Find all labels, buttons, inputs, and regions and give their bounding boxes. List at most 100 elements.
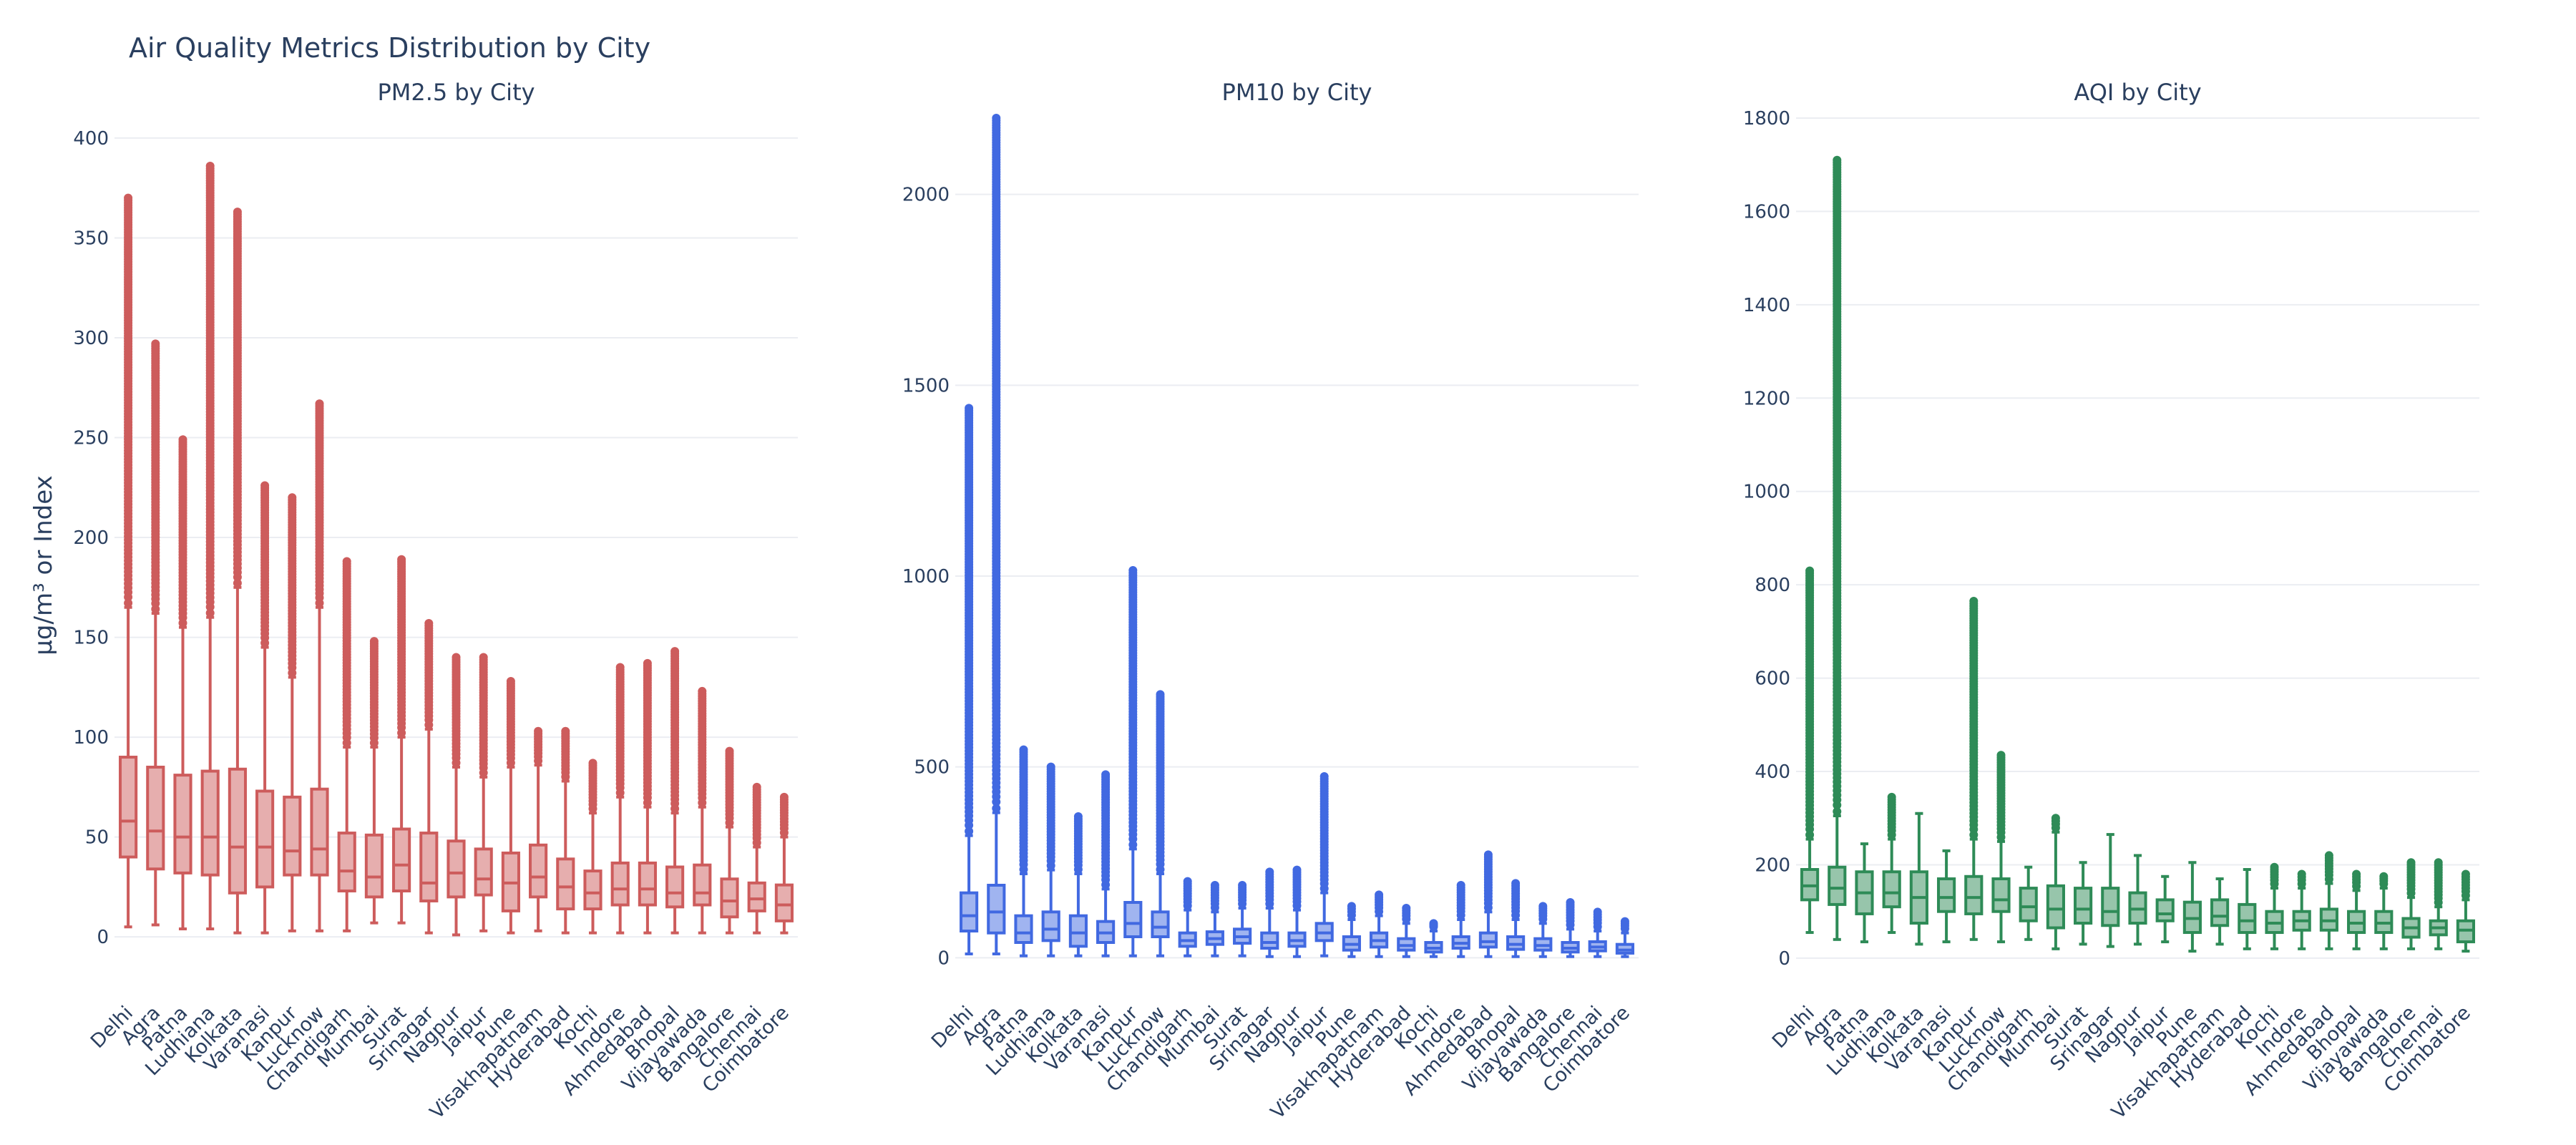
- iqr-box: [364, 833, 384, 899]
- box-visakhapatnam: [1370, 890, 1389, 958]
- y-tick-label: 1200: [1743, 388, 1790, 409]
- y-tick-label: 400: [73, 128, 109, 150]
- iqr-box: [610, 861, 630, 907]
- iqr-box: [1068, 914, 1088, 948]
- y-tick-label: 350: [73, 228, 109, 249]
- outlier-point: [1292, 865, 1302, 874]
- y-axis-label: µg/m³ or Index: [29, 475, 58, 655]
- outlier-point: [1805, 566, 1815, 575]
- outlier-point: [2270, 862, 2279, 872]
- outlier-point: [534, 726, 543, 736]
- outlier-point: [1319, 772, 1329, 781]
- box-delhi: [1800, 566, 1820, 935]
- iqr-box: [392, 827, 411, 893]
- outlier-point: [779, 792, 789, 802]
- y-tick-label: 2000: [902, 185, 950, 206]
- iqr-box: [474, 847, 493, 897]
- box-bangalore: [720, 746, 739, 935]
- box-bangalore: [1561, 898, 1580, 958]
- box-mumbai: [2046, 814, 2065, 950]
- iqr-box: [200, 769, 220, 877]
- iqr-box: [2046, 884, 2065, 930]
- iqr-box: [665, 865, 685, 909]
- box-nagpur: [447, 653, 466, 937]
- outlier-point: [205, 608, 215, 618]
- y-tick-label: 1500: [902, 375, 950, 396]
- box-surat: [1233, 881, 1252, 958]
- y-tick-label: 1600: [1743, 201, 1790, 223]
- box-kolkata: [1068, 812, 1088, 958]
- iqr-box: [146, 765, 165, 871]
- box-ludhiana: [1041, 762, 1060, 958]
- panel-3: AQI by City 0 200 400 600 800 1000 1200 1400 1600…: [1743, 79, 2479, 1124]
- outlier-point: [124, 193, 133, 203]
- iqr-box: [1828, 865, 1847, 906]
- box-surat: [2074, 861, 2093, 946]
- iqr-box: [2074, 887, 2093, 925]
- box-jaipur: [1314, 772, 1334, 958]
- box-varanasi: [255, 481, 275, 935]
- outlier-point: [342, 557, 351, 566]
- box-chennai: [747, 782, 766, 935]
- box-ludhiana: [1882, 792, 1901, 935]
- outlier-point: [643, 658, 652, 668]
- box-agra: [1828, 155, 1847, 941]
- outlier-point: [506, 676, 515, 686]
- iqr-box: [2210, 898, 2230, 927]
- box-mumbai: [1205, 881, 1224, 958]
- box-pune: [501, 676, 520, 935]
- box-coimbatore: [2456, 869, 2475, 953]
- outlier-point: [1620, 917, 1629, 926]
- box-vijayawada: [1533, 902, 1553, 958]
- box-coimbatore: [1615, 917, 1634, 958]
- box-pune: [1342, 902, 1361, 958]
- outlier-point: [2406, 858, 2416, 867]
- box-srinagar: [419, 619, 439, 935]
- iqr-box: [1478, 931, 1498, 949]
- outlier-point: [1833, 807, 1842, 816]
- outlier-point: [315, 399, 324, 409]
- iqr-box: [2238, 902, 2257, 935]
- outlier-point: [424, 619, 434, 628]
- outlier-point: [615, 663, 625, 672]
- box-hyderabad: [1397, 904, 1416, 958]
- outlier-point: [1238, 881, 1247, 890]
- outlier-point: [1456, 881, 1465, 890]
- iqr-box: [747, 881, 766, 912]
- iqr-box: [283, 795, 302, 877]
- outlier-point: [725, 746, 734, 756]
- box-varanasi: [1937, 849, 1956, 944]
- y-tick-label: 150: [73, 628, 109, 649]
- outlier-point: [561, 726, 570, 736]
- box-nagpur: [2128, 854, 2147, 946]
- box-bhopal: [2347, 869, 2366, 950]
- box-hyderabad: [556, 726, 575, 935]
- panel-title: PM2.5 by City: [377, 79, 535, 106]
- outlier-point: [1347, 902, 1356, 911]
- y-tick-label: 0: [1778, 948, 1790, 970]
- outlier-point: [1156, 690, 1165, 699]
- outlier-point: [992, 804, 1001, 813]
- panel-title: PM10 by City: [1222, 79, 1372, 106]
- panel-1: PM2.5 by City050100150200250300350400Del…: [73, 79, 798, 1124]
- outlier-point: [992, 114, 1001, 122]
- outlier-point: [1996, 751, 2006, 760]
- outlier-point: [479, 653, 488, 662]
- outlier-point: [752, 782, 761, 791]
- y-tick-label: 1400: [1743, 295, 1790, 316]
- panel-2: PM10 by City0500100015002000DelhiAgraPat…: [902, 79, 1639, 1124]
- outlier-point: [1593, 907, 1602, 917]
- y-tick-label: 300: [73, 328, 109, 349]
- box-chandigarh: [2019, 865, 2038, 941]
- iqr-box: [119, 756, 138, 859]
- iqr-box: [2101, 887, 2120, 927]
- outlier-point: [1210, 881, 1219, 890]
- y-tick-label: 250: [73, 428, 109, 449]
- box-indore: [610, 663, 630, 935]
- box-jaipur: [2155, 874, 2175, 944]
- outlier-point: [124, 598, 133, 608]
- box-kanpur: [283, 493, 302, 932]
- outlier-point: [1538, 902, 1548, 911]
- iqr-box: [419, 832, 439, 902]
